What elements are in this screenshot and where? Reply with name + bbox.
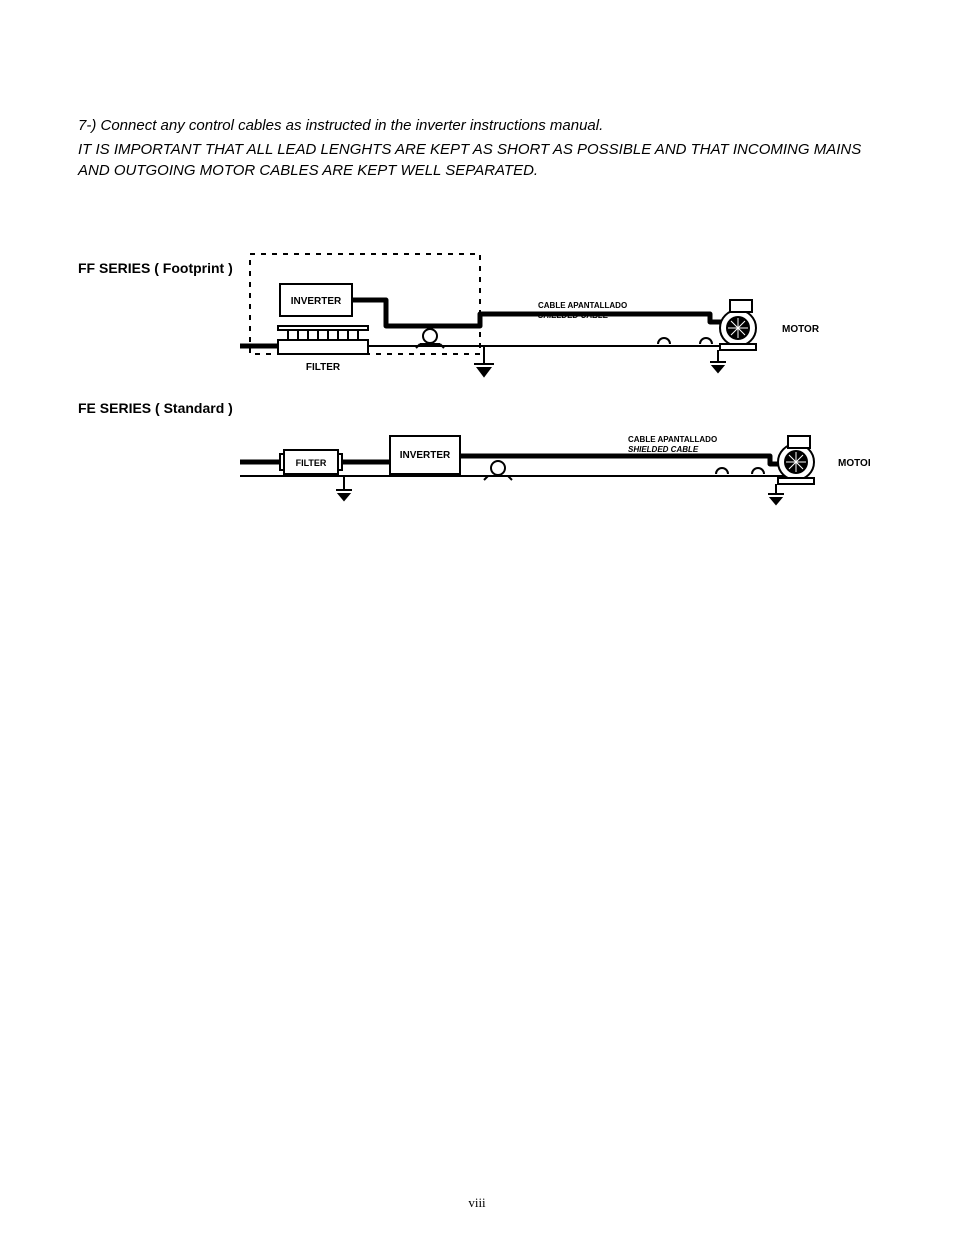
ff-inverter-label: INVERTER xyxy=(291,296,342,307)
ff-motor-label: MOTOR xyxy=(782,324,820,335)
intro-line-2: IT IS IMPORTANT THAT ALL LEAD LENGHTS AR… xyxy=(78,140,878,181)
ff-diagram: INVERTER FILTER xyxy=(240,248,850,393)
fe-cable-label-1: CABLE APANTALLADO xyxy=(628,435,717,444)
page-number: viii xyxy=(0,1195,954,1211)
intro-line-1: 7-) Connect any control cables as instru… xyxy=(78,116,878,136)
fe-motor-label: MOTOR xyxy=(838,458,870,469)
ff-filter-body xyxy=(278,340,368,354)
fe-inverter-label: INVERTER xyxy=(400,450,451,461)
ff-cable-label-2: SHIELDED CABLE xyxy=(538,311,609,320)
fe-cable-label-2: SHIELDED CABLE xyxy=(628,445,699,454)
ff-filter-label: FILTER xyxy=(306,362,341,373)
intro-text: 7-) Connect any control cables as instru… xyxy=(78,116,878,181)
fe-ground-filter xyxy=(336,476,352,500)
fe-series-label: FE SERIES ( Standard ) xyxy=(78,400,233,416)
ff-series-label: FF SERIES ( Footprint ) xyxy=(78,260,233,276)
fe-ground-motor xyxy=(768,484,784,504)
fe-ferrite-clamp xyxy=(484,461,512,480)
ff-ground-motor xyxy=(710,350,726,372)
fe-filter-label: FILTER xyxy=(296,458,327,468)
ff-cable-label-1: CABLE APANTALLADO xyxy=(538,301,627,310)
ff-motor xyxy=(720,300,756,350)
fe-diagram: FILTER INVERTER xyxy=(240,428,870,523)
ff-ground-1 xyxy=(474,346,494,376)
